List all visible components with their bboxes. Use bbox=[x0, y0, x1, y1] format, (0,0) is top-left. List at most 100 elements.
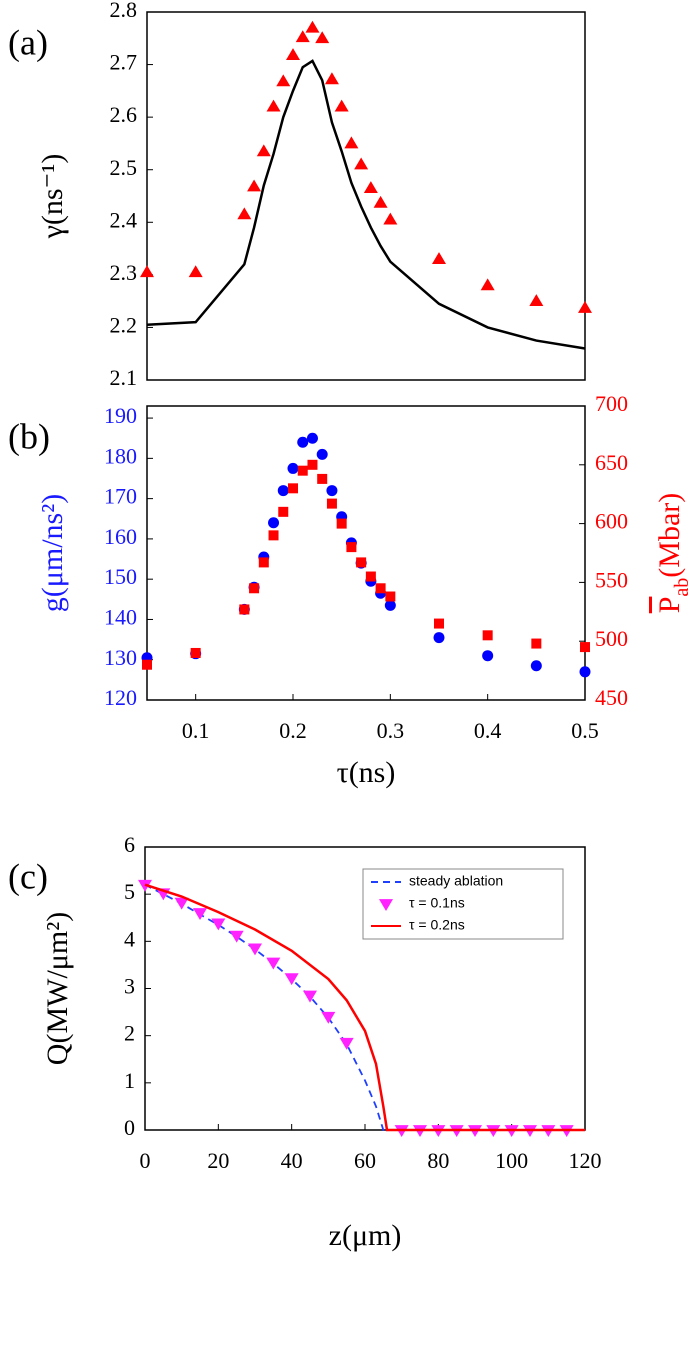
panel-label: (b) bbox=[8, 416, 50, 456]
y-tick-label: 0 bbox=[124, 1115, 135, 1140]
y2-tick-label: 500 bbox=[595, 626, 628, 651]
marker bbox=[247, 179, 262, 192]
y-tick-label: 170 bbox=[104, 484, 137, 509]
x-tick-label: 0.1 bbox=[182, 718, 210, 743]
marker bbox=[578, 300, 592, 313]
marker bbox=[258, 557, 269, 568]
marker bbox=[297, 436, 309, 448]
marker bbox=[346, 542, 357, 553]
marker bbox=[306, 432, 318, 444]
marker bbox=[339, 1037, 354, 1050]
panel-label: (c) bbox=[8, 856, 48, 896]
x-tick-label: 80 bbox=[427, 1148, 449, 1173]
marker bbox=[297, 465, 308, 476]
y-tick-label: 2.7 bbox=[110, 50, 138, 75]
marker bbox=[193, 908, 207, 921]
legend-label: τ = 0.1ns bbox=[409, 895, 465, 911]
y-tick-label: 2.6 bbox=[110, 102, 138, 127]
y2-axis-label: Pab(Mbar) bbox=[653, 493, 693, 614]
y2-tick-label: 650 bbox=[595, 450, 628, 475]
marker bbox=[579, 666, 591, 678]
y-tick-label: 180 bbox=[104, 443, 137, 468]
marker bbox=[334, 99, 349, 112]
y-tick-label: 2.3 bbox=[110, 260, 138, 285]
x-tick-label: 100 bbox=[495, 1148, 528, 1173]
y2-tick-label: 450 bbox=[595, 685, 628, 710]
marker bbox=[354, 157, 369, 170]
x-tick-label: 0.4 bbox=[474, 718, 502, 743]
marker bbox=[344, 136, 359, 149]
y-axis-label: Q(MW/μm²) bbox=[41, 912, 74, 1065]
x-tick-label: 20 bbox=[207, 1148, 229, 1173]
marker bbox=[288, 483, 298, 494]
marker bbox=[266, 99, 281, 112]
marker bbox=[379, 899, 393, 911]
legend-label: steady ablation bbox=[409, 873, 503, 889]
marker bbox=[276, 74, 291, 87]
y-tick-label: 140 bbox=[104, 604, 137, 629]
marker bbox=[248, 943, 262, 956]
y-tick-label: 6 bbox=[124, 832, 135, 857]
x-tick-label: 0.5 bbox=[571, 718, 599, 743]
marker bbox=[375, 583, 386, 594]
marker bbox=[316, 448, 328, 460]
marker bbox=[266, 957, 281, 970]
marker bbox=[142, 659, 152, 670]
plot-frame bbox=[146, 405, 586, 701]
marker bbox=[140, 265, 154, 278]
y-tick-label: 120 bbox=[104, 685, 137, 710]
marker bbox=[385, 591, 396, 602]
marker bbox=[482, 650, 494, 662]
legend-box bbox=[362, 868, 564, 940]
marker bbox=[326, 485, 338, 497]
marker bbox=[383, 212, 398, 225]
marker bbox=[307, 459, 318, 470]
x-tick-label: 40 bbox=[281, 1148, 303, 1173]
x-tick-label: 0 bbox=[140, 1148, 151, 1173]
panel-label: (a) bbox=[8, 22, 48, 62]
marker bbox=[174, 897, 189, 910]
marker bbox=[237, 207, 252, 220]
marker bbox=[286, 48, 300, 61]
x-tick-label: 0.3 bbox=[377, 718, 405, 743]
y-axis-label: γ(ns⁻¹) bbox=[36, 154, 69, 240]
x-tick-label: 120 bbox=[569, 1148, 602, 1173]
marker bbox=[480, 278, 495, 291]
y-tick-label: 2.2 bbox=[110, 312, 138, 337]
y-tick-label: 190 bbox=[104, 403, 137, 428]
y-tick-label: 2.8 bbox=[110, 0, 138, 22]
marker bbox=[324, 72, 339, 85]
marker bbox=[278, 506, 289, 517]
x-tick-label: 0.2 bbox=[279, 718, 307, 743]
y2-tick-label: 550 bbox=[595, 567, 628, 592]
y-tick-label: 160 bbox=[104, 524, 137, 549]
x-tick-label: 60 bbox=[354, 1148, 376, 1173]
y2-label-sub: ab bbox=[671, 578, 693, 597]
y-tick-label: 130 bbox=[104, 645, 137, 670]
marker bbox=[256, 144, 271, 157]
marker bbox=[268, 517, 280, 529]
legend-label: τ = 0.2ns bbox=[409, 917, 465, 933]
marker bbox=[295, 30, 310, 43]
y-tick-label: 2.4 bbox=[110, 207, 138, 232]
y-tick-label: 2.5 bbox=[110, 155, 138, 180]
y-tick-label: 1 bbox=[124, 1068, 135, 1093]
marker bbox=[277, 485, 289, 497]
y2-label-main: P bbox=[653, 597, 686, 614]
y2-label-unit: (Mbar) bbox=[653, 493, 686, 578]
marker bbox=[321, 1011, 336, 1024]
y2-tick-label: 600 bbox=[595, 509, 628, 534]
marker bbox=[190, 647, 201, 658]
marker bbox=[317, 473, 328, 484]
y-tick-label: 150 bbox=[104, 564, 137, 589]
y-tick-label: 3 bbox=[124, 974, 135, 999]
x-axis-label: τ(ns) bbox=[337, 756, 396, 789]
marker bbox=[239, 604, 250, 615]
plot-frame bbox=[146, 11, 586, 381]
marker bbox=[305, 20, 320, 33]
y-tick-label: 2.1 bbox=[110, 365, 138, 390]
marker bbox=[249, 583, 260, 594]
marker bbox=[229, 930, 244, 943]
marker bbox=[356, 557, 367, 568]
data-line bbox=[144, 883, 585, 1132]
